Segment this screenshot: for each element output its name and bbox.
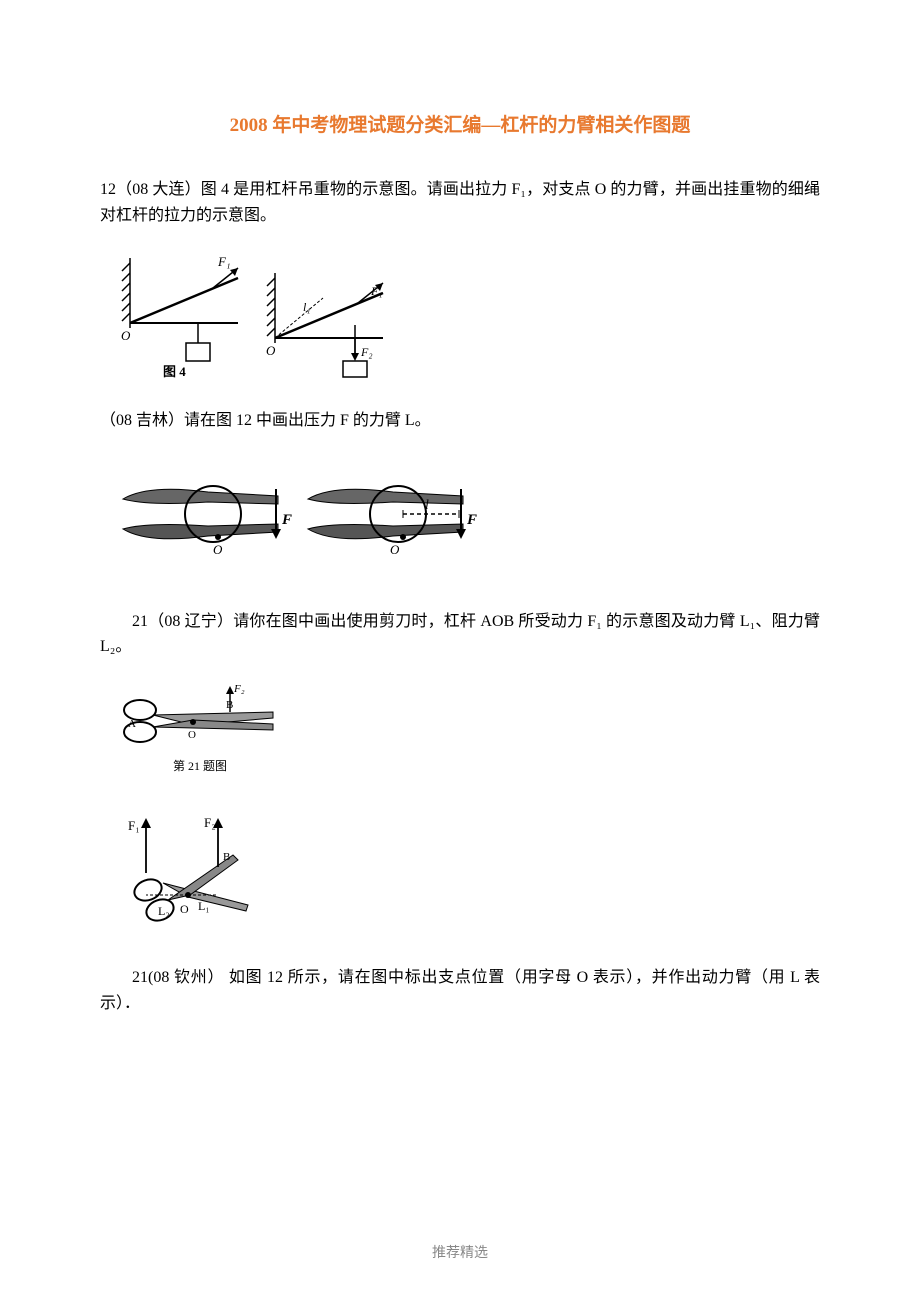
label-F-l: F (281, 512, 292, 528)
question-1-text: 12（08 大连）图 4 是用杠杆吊重物的示意图。请画出拉力 F₁，对支点 O … (100, 177, 820, 228)
page-footer: 推荐精选 (0, 1242, 920, 1262)
lever-diagram-1: F₁ O 图 4 l₁ F₁ O (118, 248, 398, 378)
label-A: A (128, 718, 136, 730)
label-L2: L₂ (158, 904, 170, 918)
fig21-label: 第 21 题图 (173, 759, 227, 773)
label-B-sc2: B (223, 851, 230, 863)
label-F2: F₂ (360, 345, 373, 359)
question-4-text: 21(08 钦州） 如图 12 所示，请在图中标出支点位置（用字母 O 表示），… (100, 965, 820, 1016)
label-O-sc2: O (180, 902, 189, 916)
scissors-diagram-2: O F₁ F₂ B L₁ L₂ (118, 805, 278, 935)
label-F1-r: F₁ (370, 284, 383, 298)
label-F1-sc2: F₁ (128, 818, 140, 833)
label-O-left: O (121, 328, 131, 343)
question-2-text: （08 吉林）请在图 12 中画出压力 F 的力臂 L。 (100, 408, 820, 434)
figure-3b: O F₁ F₂ B L₁ L₂ (118, 805, 820, 935)
figure-3a: A O B F₂ 第 21 题图 (118, 680, 820, 775)
fig4-label: 图 4 (163, 364, 186, 378)
label-F-r: F (466, 512, 477, 528)
clip-diagram: O F O l F (118, 454, 478, 579)
label-O-sc1: O (188, 729, 196, 741)
label-F1: F₁ (217, 254, 230, 269)
scissors-diagram-1: A O B F₂ 第 21 题图 (118, 680, 298, 775)
figure-1: F₁ O 图 4 l₁ F₁ O (118, 248, 820, 378)
label-O-clip-l: O (213, 542, 223, 557)
label-F2-sc1: F₂ (233, 683, 245, 695)
label-O-right: O (266, 343, 276, 358)
label-F2-sc2: F₂ (204, 815, 216, 830)
label-l1: l₁ (303, 300, 311, 314)
label-O-clip-r: O (390, 542, 400, 557)
question-3-text: 21（08 辽宁）请你在图中画出使用剪刀时，杠杆 AOB 所受动力 F₁ 的示意… (100, 609, 820, 660)
label-l-clip: l (425, 498, 429, 513)
label-L1: L₁ (198, 899, 210, 913)
page-title: 2008 年中考物理试题分类汇编—杠杆的力臂相关作图题 (100, 110, 820, 137)
figure-2: O F O l F (118, 454, 820, 579)
